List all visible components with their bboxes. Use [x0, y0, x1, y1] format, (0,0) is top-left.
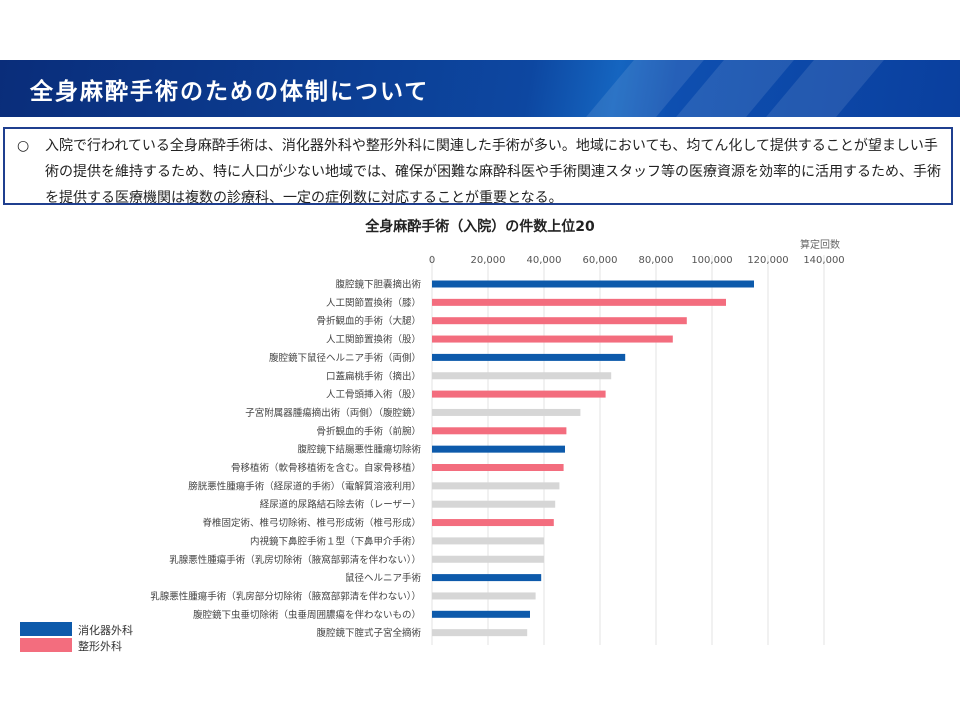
bar-10 — [432, 464, 564, 471]
category-label-6: 人工骨頭挿入術（股） — [326, 389, 421, 401]
category-label-9: 腹腔鏡下結腸悪性腫瘍切除術 — [297, 444, 421, 456]
bar-16 — [432, 574, 542, 582]
category-label-17: 乳腺悪性腫瘍手術（乳房部分切除術（腋窩部郭清を伴わない）） — [150, 590, 421, 602]
category-label-11: 膀胱悪性腫瘍手術（経尿道的手術）（電解質溶液利用） — [188, 480, 421, 492]
title-banner: 全身麻酔手術のための体制について — [0, 60, 960, 117]
x-tick-label-1: 20,000 — [471, 255, 506, 266]
bar-1 — [432, 298, 726, 306]
bar-5 — [432, 372, 612, 380]
bar-12 — [432, 500, 556, 508]
bar-19 — [432, 629, 528, 637]
bar-11 — [432, 482, 560, 490]
x-tick-label-0: 0 — [429, 255, 435, 266]
bar-7 — [432, 408, 581, 416]
category-label-3: 人工関節置換術（股） — [326, 334, 421, 346]
bar-17 — [432, 592, 536, 600]
bar-3 — [432, 335, 673, 343]
category-label-2: 骨折観血的手術（大腿） — [316, 315, 421, 327]
category-label-10: 骨移植術（軟骨移植術を含む。自家骨移植） — [231, 462, 421, 474]
bar-13 — [432, 519, 554, 527]
category-label-5: 口蓋扁桃手術（摘出） — [326, 370, 421, 382]
category-label-12: 経尿道的尿路結石除去術（レーザー） — [260, 499, 421, 511]
x-tick-label-2: 40,000 — [527, 255, 562, 266]
bar-14 — [432, 537, 544, 545]
x-tick-label-4: 80,000 — [639, 255, 674, 266]
chart-title: 全身麻酔手術（入院）の件数上位20 — [364, 218, 595, 235]
x-tick-label-6: 120,000 — [747, 255, 788, 266]
bar-chart: 全身麻酔手術（入院）の件数上位20 算定回数 0 20,000 40,000 60,000… — [150, 218, 845, 645]
category-label-8: 骨折観血的手術（前腕） — [316, 425, 421, 437]
bar-2 — [432, 317, 687, 325]
category-label-16: 鼠径ヘルニア手術 — [345, 572, 422, 584]
bar-18 — [432, 610, 530, 618]
summary-box: ○ 入院で行われている全身麻酔手術は、消化器外科や整形外科に関連した手術が多い。… — [3, 127, 953, 206]
category-label-1: 人工関節置換術（膝） — [326, 297, 421, 309]
bar-0 — [432, 280, 754, 288]
summary-text: 入院で行われている全身麻酔手術は、消化器外科や整形外科に関連した手術が多い。地域… — [45, 138, 941, 206]
x-axis-label: 算定回数 — [800, 238, 840, 251]
bar-15 — [432, 555, 544, 563]
category-label-14: 内視鏡下鼻腔手術１型（下鼻甲介手術） — [250, 535, 421, 547]
bar-4 — [432, 353, 626, 361]
category-label-4: 腹腔鏡下鼠径ヘルニア手術（両側） — [269, 352, 421, 364]
category-label-7: 子宮附属器腫瘍摘出術（両側）（腹腔鏡） — [245, 407, 421, 419]
legend-swatch-orthopedic — [20, 638, 72, 652]
category-label-13: 脊椎固定術、椎弓切除術、椎弓形成術（椎弓形成） — [202, 517, 421, 529]
category-label-15: 乳腺悪性腫瘍手術（乳房切除術（腋窩部郭清を伴わない）） — [169, 554, 421, 566]
legend-label-orthopedic: 整形外科 — [78, 640, 122, 653]
x-tick-label-7: 140,000 — [803, 255, 844, 266]
bar-8 — [432, 427, 567, 435]
legend-label-digestive: 消化器外科 — [78, 624, 133, 637]
category-label-18: 腹腔鏡下虫垂切除術（虫垂周囲膿瘍を伴わないもの） — [193, 609, 421, 621]
bar-9 — [432, 445, 565, 453]
bar-6 — [432, 390, 606, 398]
x-tick-label-3: 60,000 — [583, 255, 618, 266]
category-label-0: 腹腔鏡下胆嚢摘出術 — [335, 279, 421, 291]
bullet-icon: ○ — [17, 138, 30, 154]
category-label-19: 腹腔鏡下腟式子宮全摘術 — [316, 627, 421, 639]
x-tick-label-5: 100,000 — [691, 255, 732, 266]
legend-swatch-digestive — [20, 622, 72, 636]
page-title: 全身麻酔手術のための体制について — [30, 79, 430, 105]
